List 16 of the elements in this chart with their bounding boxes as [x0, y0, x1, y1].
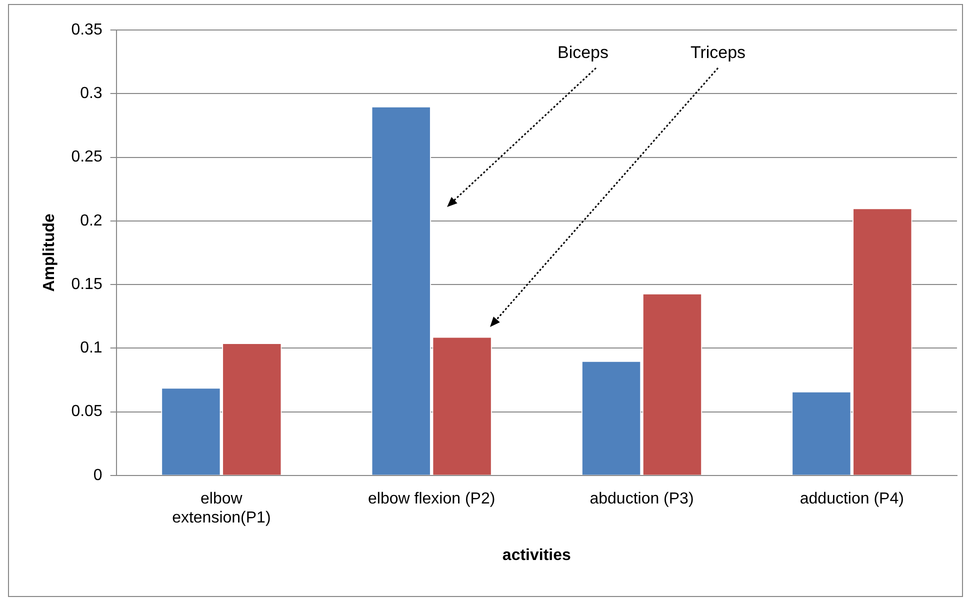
y-tick-label: 0.1	[80, 340, 102, 357]
y-tick-label: 0.3	[80, 85, 102, 102]
annotation: Triceps	[690, 43, 746, 62]
y-axis-title: Amplitude	[41, 213, 58, 292]
x-tick-label: elbow flexion (P2)	[368, 490, 496, 508]
x-tick-label: abduction (P3)	[590, 490, 694, 508]
y-tick-label: 0.35	[71, 21, 102, 38]
y-tick-label: 0.25	[71, 148, 102, 166]
annotation: Biceps	[557, 43, 609, 62]
y-tick-label: 0.15	[71, 276, 102, 293]
y-tick-label: 0	[93, 466, 102, 484]
y-tick-label: 0.2	[80, 212, 102, 230]
x-axis-title: activities	[502, 546, 572, 564]
y-tick-label: 0.05	[71, 403, 102, 420]
x-tick-label: adduction (P4)	[800, 490, 904, 508]
x-tick-label: elbow extension(P1)	[172, 490, 271, 527]
